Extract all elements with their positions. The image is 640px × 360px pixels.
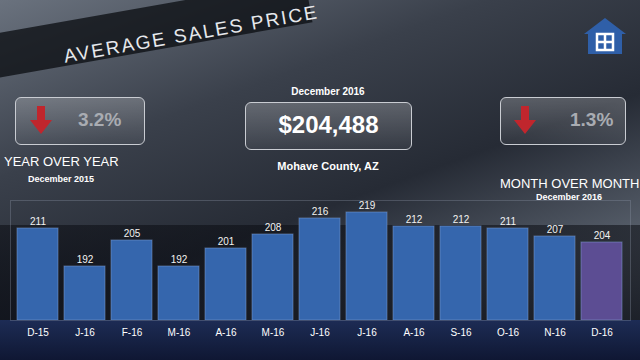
svg-text:O-16: O-16 <box>497 327 520 338</box>
svg-text:192: 192 <box>77 254 94 265</box>
svg-text:M-16: M-16 <box>168 327 191 338</box>
svg-text:216: 216 <box>312 206 329 217</box>
html-text:YEAR OVER YEAR: YEAR OVER YEAR <box>4 154 119 169</box>
html-text:MONTH OVER MONTH: MONTH OVER MONTH <box>500 176 640 191</box>
html-text:1.3%: 1.3% <box>570 109 614 130</box>
svg-text:192: 192 <box>171 254 188 265</box>
svg-text:J-16: J-16 <box>75 327 95 338</box>
html-text:3.2%: 3.2% <box>78 109 122 130</box>
svg-text:204: 204 <box>594 230 611 241</box>
svg-text:J-16: J-16 <box>357 327 377 338</box>
svg-text:208: 208 <box>265 222 282 233</box>
svg-text:D-15: D-15 <box>27 327 49 338</box>
svg-text:219: 219 <box>359 200 376 211</box>
html-text:December 2016: December 2016 <box>291 86 365 97</box>
html-text:December 2015: December 2015 <box>28 174 94 184</box>
svg-text:207: 207 <box>547 224 564 235</box>
svg-text:J-16: J-16 <box>310 327 330 338</box>
svg-text:201: 201 <box>218 236 235 247</box>
svg-text:205: 205 <box>124 228 141 239</box>
svg-text:A-16: A-16 <box>215 327 237 338</box>
svg-text:S-16: S-16 <box>450 327 472 338</box>
svg-text:F-16: F-16 <box>122 327 143 338</box>
svg-text:211: 211 <box>500 216 516 227</box>
svg-text:212: 212 <box>453 214 470 225</box>
html-text:December 2016: December 2016 <box>536 192 602 202</box>
svg-text:212: 212 <box>406 214 423 225</box>
html-text:AVERAGE SALES PRICE: AVERAGE SALES PRICE <box>62 1 321 67</box>
html-text:$204,488: $204,488 <box>278 111 379 138</box>
svg-text:D-16: D-16 <box>591 327 613 338</box>
svg-text:M-16: M-16 <box>262 327 285 338</box>
svg-text:A-16: A-16 <box>403 327 425 338</box>
svg-text:N-16: N-16 <box>544 327 566 338</box>
html-text:Mohave County, AZ: Mohave County, AZ <box>277 160 379 172</box>
svg-text:211: 211 <box>30 216 46 227</box>
